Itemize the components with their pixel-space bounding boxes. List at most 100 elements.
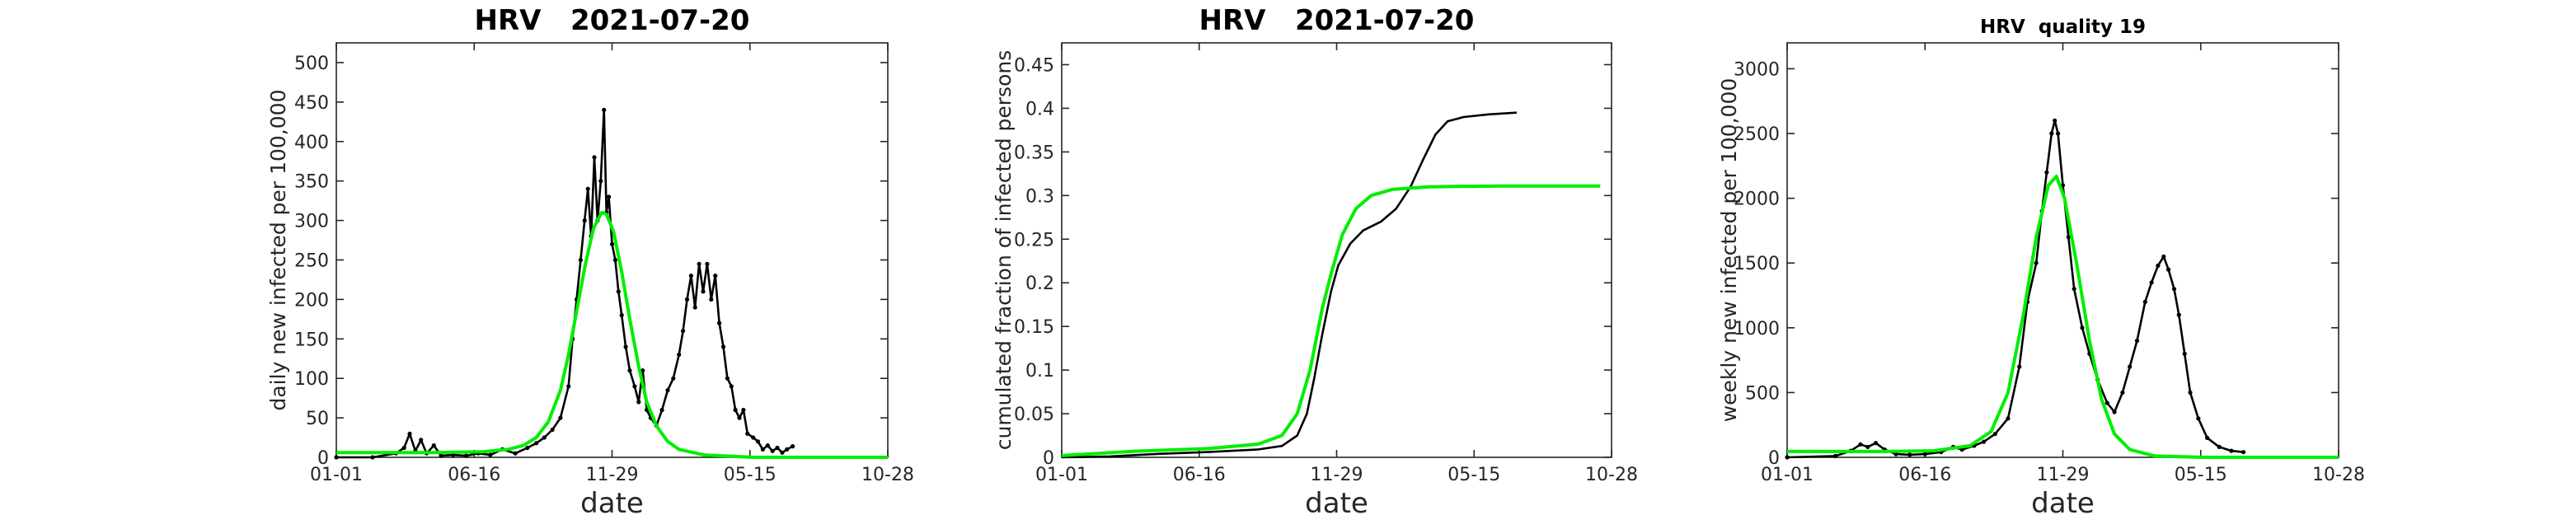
data-point — [1833, 453, 1838, 459]
y-tick-label: 0 — [317, 448, 329, 469]
data-point — [401, 445, 406, 451]
y-tick-label: 300 — [294, 212, 329, 232]
data-point — [2182, 351, 2187, 356]
data-point — [585, 186, 590, 191]
data-point — [566, 384, 571, 389]
y-tick-label: 1500 — [1734, 254, 1780, 274]
data-point — [2171, 287, 2177, 292]
data-point — [632, 384, 637, 389]
data-point — [780, 450, 785, 455]
data-point — [2104, 400, 2109, 405]
data-point — [688, 274, 694, 279]
y-tick-label: 150 — [294, 330, 329, 350]
data-point — [1785, 455, 1790, 460]
data-point — [636, 400, 641, 405]
data-point — [1874, 441, 1879, 446]
fit-curve-line — [1061, 184, 1601, 457]
data-point — [582, 218, 587, 223]
y-tick-label: 0.25 — [1014, 230, 1054, 250]
data-point — [2056, 131, 2061, 136]
y-axis-label: cumulated fraction of infected persons — [992, 50, 1016, 451]
plot-frame — [1786, 42, 2339, 458]
data-point — [602, 107, 607, 112]
data-point — [2196, 416, 2201, 421]
x-tick-label: 06-16 — [448, 465, 500, 485]
data-point — [640, 368, 645, 373]
data-point — [578, 257, 584, 263]
y-tick-label: 450 — [294, 93, 329, 114]
y-tick-label: 500 — [294, 54, 329, 74]
data-point — [2044, 170, 2049, 175]
data-point — [439, 453, 443, 458]
y-tick-label: 0.3 — [1025, 186, 1054, 207]
data-point — [2128, 364, 2133, 369]
data-point — [760, 447, 766, 452]
chart-1: 01-01 06-16 11-29 05-15 10-28 0 50 100 150 200 250… — [266, 4, 914, 515]
data-point — [619, 312, 624, 318]
data-point — [677, 352, 682, 357]
data-point — [745, 431, 750, 436]
data-point — [791, 444, 795, 449]
data-point — [431, 443, 436, 448]
data-series-line — [336, 109, 794, 459]
y-axis-label: daily new infected per 100,000 — [266, 89, 290, 410]
x-tick-label: 06-16 — [1173, 465, 1226, 485]
chart-2: 01-01 06-16 11-29 05-15 10-28 0 0.05 0.1 0.15 0.2… — [992, 4, 1638, 515]
data-point — [2034, 260, 2039, 265]
data-point — [2205, 435, 2210, 441]
fit-curve-line — [336, 211, 888, 459]
x-tick-label: 05-15 — [724, 465, 777, 485]
y-tick-label: 500 — [1745, 383, 1780, 404]
data-point — [2229, 448, 2234, 453]
x-tick-label: 11-29 — [586, 465, 639, 485]
x-tick-label: 05-15 — [1448, 465, 1500, 485]
data-point — [720, 344, 726, 349]
data-point — [665, 388, 670, 393]
data-point — [2080, 325, 2085, 330]
data-point — [770, 448, 775, 453]
data-point — [785, 447, 790, 452]
data-point — [2241, 450, 2246, 455]
data-point — [2072, 287, 2076, 292]
fit-curve-line — [1787, 174, 2339, 459]
y-tick-label: 2500 — [1734, 124, 1780, 145]
x-tick-label: 05-15 — [2175, 465, 2227, 485]
data-point — [2134, 338, 2140, 344]
data-point — [534, 441, 539, 446]
data-point — [542, 435, 547, 440]
x-axis-label: date — [1305, 487, 1368, 515]
x-tick-label: 01-01 — [310, 465, 363, 485]
y-tick-label: 250 — [294, 250, 329, 271]
data-point — [1992, 432, 1997, 437]
x-tick-label: 06-16 — [1898, 465, 1951, 485]
data-point — [713, 274, 718, 279]
data-point — [709, 297, 714, 302]
data-point — [419, 438, 424, 442]
y-tick-label: 3000 — [1734, 59, 1780, 80]
data-point — [751, 435, 756, 440]
x-tick-label: 11-29 — [1311, 465, 1363, 485]
data-point — [2053, 118, 2058, 123]
data-point — [1922, 452, 1927, 456]
data-point — [1893, 452, 1898, 456]
data-point — [1865, 444, 1870, 450]
data-point — [671, 376, 676, 381]
y-tick-label: 0.15 — [1014, 317, 1054, 338]
data-point — [1907, 452, 1912, 457]
data-point — [550, 427, 555, 433]
y-tick-label: 0.35 — [1014, 143, 1054, 163]
y-tick-label: 2000 — [1734, 190, 1780, 210]
x-tick-label: 10-28 — [861, 465, 914, 485]
data-point — [697, 261, 701, 266]
data-point — [623, 344, 628, 349]
y-tick-label: 0 — [1043, 448, 1054, 469]
data-point — [2176, 312, 2181, 317]
data-series-line — [1061, 111, 1517, 459]
data-point — [2006, 416, 2011, 421]
data-point — [525, 445, 530, 451]
chart-3: 01-01 06-16 11-29 05-15 10-28 0 500 1000 1500 200… — [1717, 16, 2365, 515]
x-tick-label: 01-01 — [1761, 465, 1814, 485]
data-series-line — [1786, 119, 2244, 459]
y-tick-label: 0.05 — [1014, 405, 1054, 425]
